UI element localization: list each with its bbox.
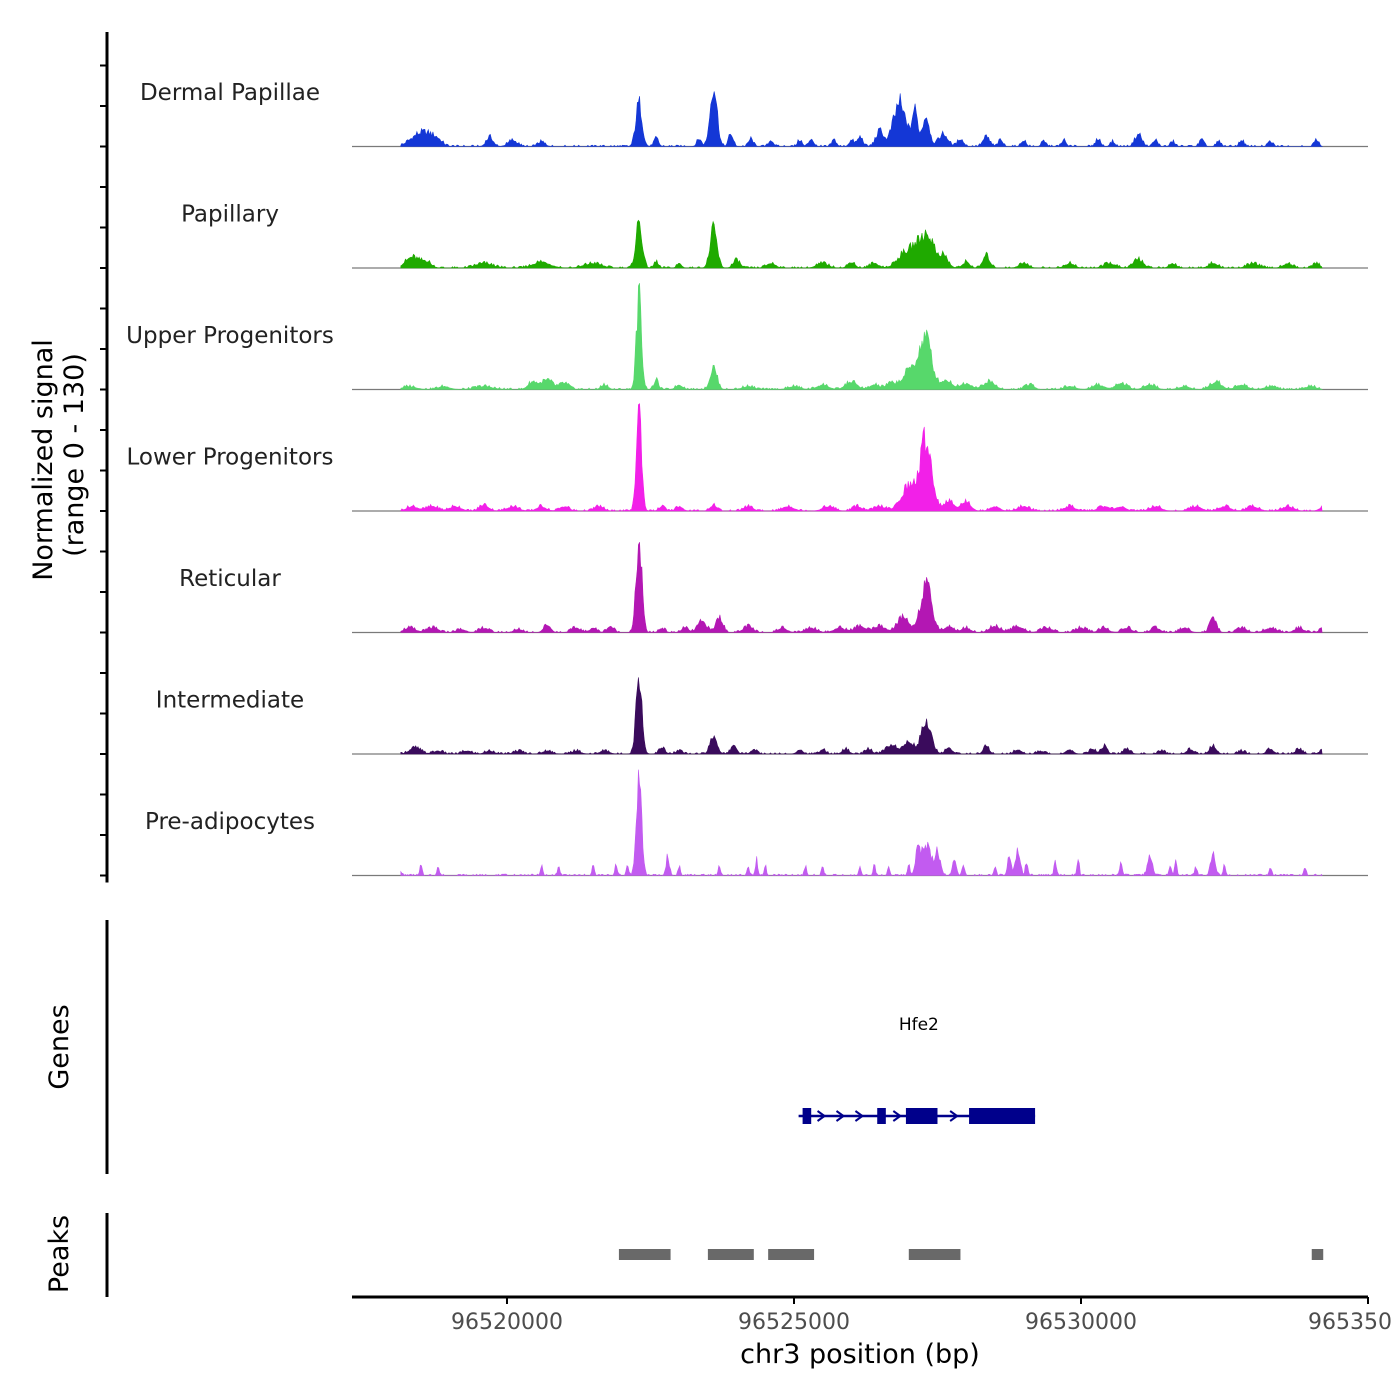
gene-hfe2: Hfe2 xyxy=(798,1015,1036,1124)
genes-panel-label: Genes xyxy=(44,1004,75,1089)
coverage-y-axis xyxy=(100,32,109,883)
x-axis-tick-label: 965350 xyxy=(1308,1310,1392,1335)
track-pre-adipocytes: Pre-adipocytes xyxy=(145,769,1368,877)
gene-strand-arrow xyxy=(949,1110,959,1122)
gene-strand-arrow xyxy=(892,1110,903,1122)
coverage-tracks: Dermal Papillae Papillary Upper Progenitor… xyxy=(126,80,1368,877)
track-upper-progenitors: Upper Progenitors xyxy=(126,283,1368,391)
track-signal-area xyxy=(400,542,1323,633)
y-axis-label-line1: Normalized signal xyxy=(28,339,59,581)
gene-exon xyxy=(877,1108,886,1124)
genes-panel: Hfe2 xyxy=(798,1015,1036,1124)
track-label: Upper Progenitors xyxy=(126,323,334,349)
track-label: Papillary xyxy=(181,202,279,228)
y-axis-label-line2: (range 0 - 130) xyxy=(59,353,90,557)
track-signal-area xyxy=(400,769,1323,876)
track-signal-area xyxy=(400,283,1323,390)
peak-region xyxy=(768,1249,815,1260)
x-axis-title: chr3 position (bp) xyxy=(740,1339,980,1370)
x-axis: 96520000 96525000 96530000 965350 xyxy=(352,1295,1392,1335)
track-intermediate: Intermediate xyxy=(156,677,1368,755)
track-lower-progenitors: Lower Progenitors xyxy=(127,403,1368,512)
track-signal-area xyxy=(400,403,1323,512)
gene-exon xyxy=(802,1108,812,1124)
track-label: Reticular xyxy=(179,566,281,592)
track-signal-area xyxy=(400,677,1323,755)
gene-exon xyxy=(969,1108,1036,1124)
track-dermal-papillae: Dermal Papillae xyxy=(140,80,1368,148)
track-signal-area xyxy=(400,91,1324,147)
track-papillary: Papillary xyxy=(181,202,1368,269)
x-axis-tick-label: 96520000 xyxy=(451,1310,563,1335)
track-reticular: Reticular xyxy=(179,542,1368,634)
peak-region xyxy=(908,1249,961,1260)
x-axis-tick-label: 96530000 xyxy=(1025,1310,1137,1335)
peaks-panel xyxy=(618,1249,1324,1260)
track-label: Intermediate xyxy=(156,688,304,714)
peaks-panel-label: Peaks xyxy=(44,1215,75,1293)
gene-strand-arrow xyxy=(835,1110,846,1122)
peak-region xyxy=(618,1249,671,1260)
peak-region xyxy=(1311,1249,1324,1260)
track-label: Lower Progenitors xyxy=(127,445,334,471)
track-signal-area xyxy=(400,219,1323,269)
x-axis-tick-label: 96525000 xyxy=(738,1310,850,1335)
y-axis-label: Normalized signal (range 0 - 130) xyxy=(28,339,90,581)
track-label: Dermal Papillae xyxy=(140,80,320,106)
track-label: Pre-adipocytes xyxy=(145,809,315,835)
gene-exon xyxy=(905,1108,938,1124)
gene-strand-arrow xyxy=(854,1110,865,1122)
gene-strand-arrow xyxy=(816,1110,827,1122)
gene-name-label: Hfe2 xyxy=(899,1015,939,1035)
peak-region xyxy=(707,1249,754,1260)
